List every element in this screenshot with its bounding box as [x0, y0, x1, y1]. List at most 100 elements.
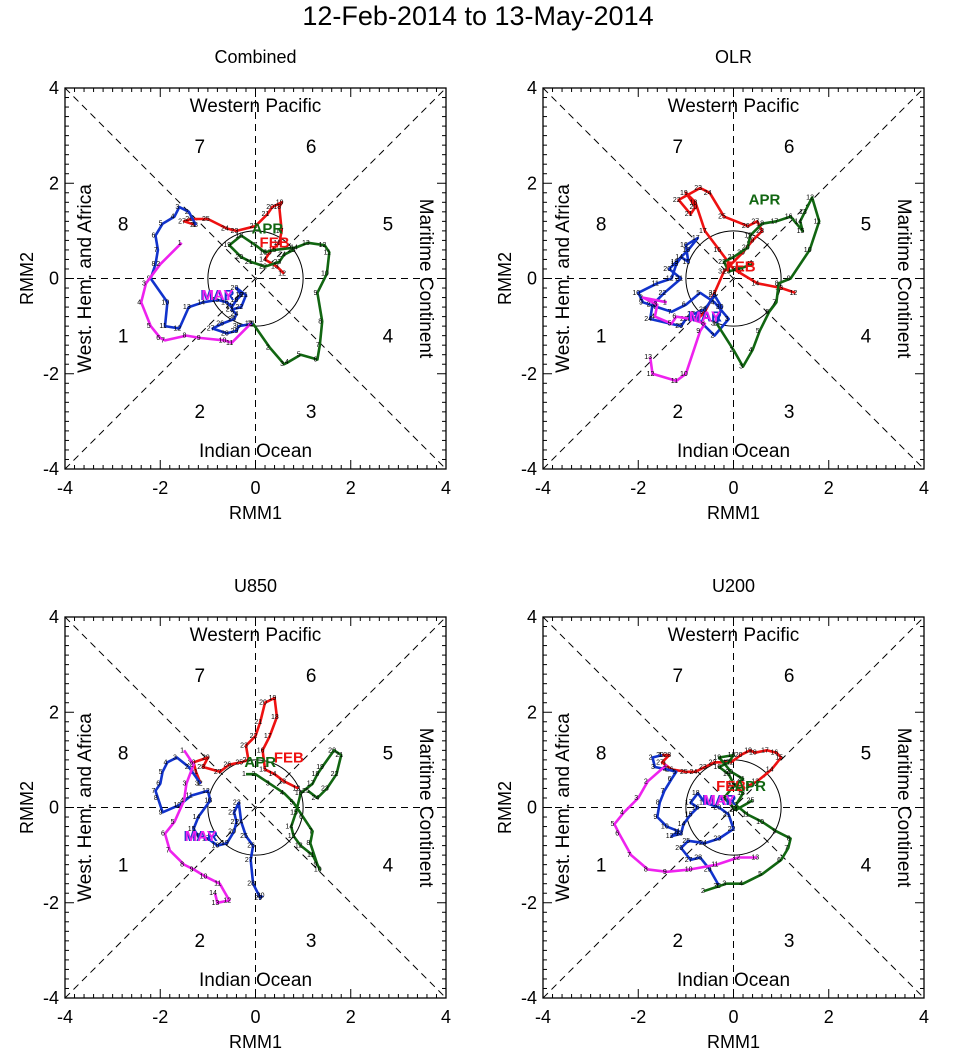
day-label: 5	[159, 221, 163, 228]
phase-number: 2	[194, 931, 205, 952]
y-tick-label: 2	[527, 702, 537, 722]
day-label: 6	[682, 302, 686, 309]
month-label-mar: MAR	[200, 287, 234, 304]
phase-number: 2	[672, 931, 683, 952]
day-label: 27	[751, 218, 759, 225]
day-label: 1	[197, 781, 201, 788]
day-label: 7	[152, 788, 156, 795]
y-tick-label: 4	[527, 607, 537, 627]
day-label: 7	[668, 309, 672, 316]
day-label: 24	[235, 819, 243, 826]
phase-number: 4	[861, 856, 872, 877]
x-tick-label: 2	[824, 478, 834, 498]
y-tick-label: 0	[49, 269, 59, 289]
day-label: 28	[756, 228, 764, 235]
day-label: 24	[312, 795, 320, 802]
day-label: 18	[235, 233, 243, 240]
day-label: 12	[666, 833, 674, 840]
day-label: 16	[273, 240, 281, 247]
day-label: 2	[644, 778, 648, 785]
day-label: 18	[231, 297, 239, 304]
day-label: 13	[271, 264, 279, 271]
day-label: 15	[682, 259, 690, 266]
phase-number: 2	[194, 402, 205, 423]
x-tick-label: -2	[630, 478, 646, 498]
day-label: 5	[171, 819, 175, 826]
y-tick-label: 0	[527, 269, 537, 289]
day-label: 25	[682, 838, 690, 845]
day-label: 23	[233, 800, 241, 807]
region-label-left: West. Hem. and Africa	[553, 184, 574, 373]
x-tick-label: -2	[152, 478, 168, 498]
day-label: 14	[678, 821, 686, 828]
day-label: 20	[735, 752, 743, 759]
day-label: 4	[663, 766, 667, 773]
day-label: 1	[663, 762, 667, 769]
day-label: 23	[226, 306, 234, 313]
day-label: 25	[680, 769, 688, 776]
day-label: 3	[725, 316, 729, 323]
day-label: 10	[173, 802, 181, 809]
day-label: 10	[314, 866, 322, 873]
x-axis-label: RMM1	[229, 1032, 282, 1052]
day-label: 31	[711, 321, 719, 328]
day-label: 7	[166, 847, 170, 854]
day-label: 19	[713, 754, 721, 761]
day-label: 22	[235, 304, 243, 311]
day-label: 24	[644, 316, 652, 323]
day-label: 6	[156, 335, 160, 342]
chart-title: OLR	[715, 47, 752, 67]
day-label: 22	[728, 783, 736, 790]
day-label: 12	[732, 855, 740, 862]
day-label: 14	[751, 280, 759, 287]
day-label: 6	[615, 831, 619, 838]
day-label: 14	[728, 781, 736, 788]
day-label: 16	[192, 833, 200, 840]
region-label-top: Western Pacific	[190, 96, 322, 117]
month-label-may: MAY	[185, 828, 217, 845]
day-label: 26	[185, 216, 193, 223]
day-label: 7	[772, 299, 776, 306]
chart-title: U850	[234, 576, 277, 596]
day-label: 10	[685, 866, 693, 873]
day-label: 27	[656, 759, 664, 766]
day-label: 8	[656, 800, 660, 807]
day-label: 28	[197, 764, 205, 771]
day-label: 20	[259, 700, 267, 707]
day-label: 4	[180, 797, 184, 804]
phase-number: 1	[596, 327, 607, 348]
day-label: 16	[785, 214, 793, 221]
day-label: 16	[221, 299, 229, 306]
day-label: 23	[647, 302, 655, 309]
day-label: 11	[652, 280, 659, 287]
month-label-may: MAY	[703, 792, 735, 809]
series-line-apr	[715, 196, 821, 368]
day-label: 25	[302, 788, 310, 795]
day-label: 9	[696, 328, 700, 335]
day-label: 20	[725, 769, 733, 776]
phase-number: 5	[861, 744, 872, 765]
series-line-may	[641, 296, 707, 383]
day-label: 19	[744, 747, 752, 754]
day-label: 4	[651, 314, 655, 321]
day-label: 18	[273, 204, 281, 211]
phase-number: 4	[861, 327, 872, 348]
day-label: 16	[259, 249, 267, 256]
day-label: 4	[280, 790, 284, 797]
y-tick-label: -4	[521, 988, 537, 1008]
day-label: 1	[713, 321, 717, 328]
series-line-mar	[651, 753, 735, 887]
day-label: 2	[266, 345, 270, 352]
day-label: 25	[675, 323, 683, 330]
day-label: 25	[228, 316, 236, 323]
day-label: 13	[288, 833, 296, 840]
x-axis-label: RMM1	[707, 1032, 760, 1052]
day-label: 29	[231, 328, 239, 335]
day-label: 11	[673, 828, 680, 835]
month-label-mar: MAR	[688, 308, 722, 325]
day-label: 8	[154, 795, 158, 802]
day-label: 1	[180, 747, 184, 754]
day-label: 2	[710, 333, 714, 340]
day-label: 9	[313, 862, 317, 869]
day-label: 22	[250, 733, 258, 740]
